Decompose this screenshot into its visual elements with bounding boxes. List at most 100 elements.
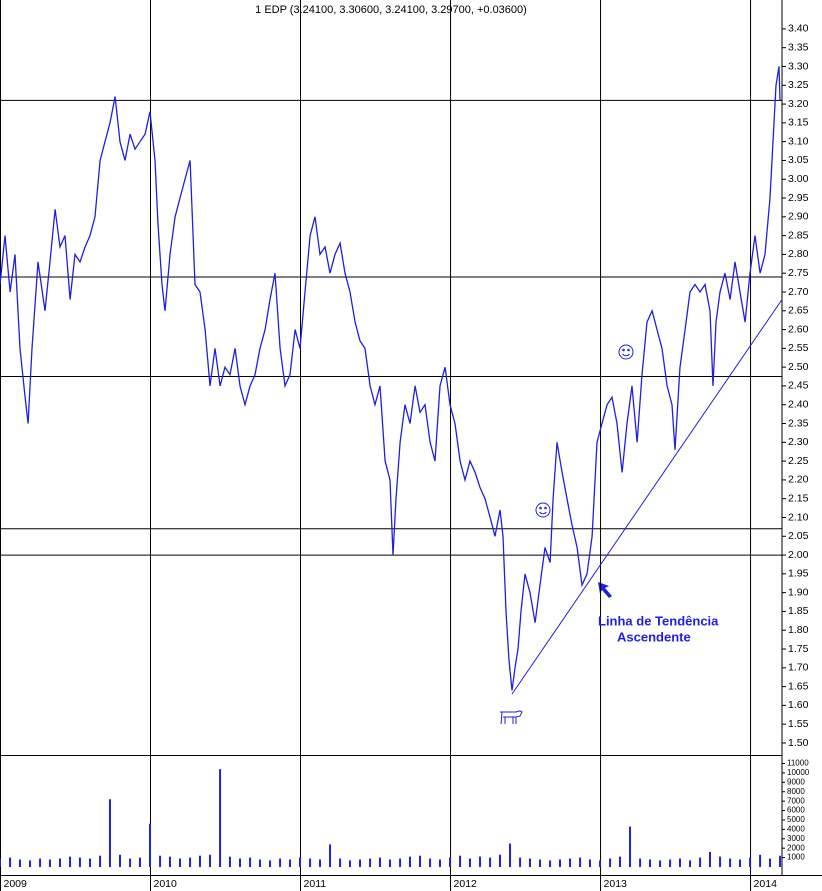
volume-bar bbox=[708, 851, 711, 867]
volume-bar bbox=[659, 860, 662, 867]
volume-bar bbox=[399, 858, 402, 867]
x-tick-label: 2013 bbox=[604, 878, 628, 890]
volume-bar bbox=[339, 858, 342, 867]
y-tick-label: 1.90 bbox=[788, 586, 809, 598]
y-tick-label: 10000 bbox=[787, 768, 810, 777]
volume-bar bbox=[348, 860, 351, 867]
volume-bar bbox=[359, 859, 362, 867]
arrow bbox=[598, 582, 612, 598]
y-tick-label: 2.20 bbox=[788, 474, 809, 486]
volume-bar bbox=[588, 859, 591, 867]
volume-bar bbox=[269, 860, 272, 867]
y-tick-label: 2.45 bbox=[788, 380, 809, 392]
volume-bar bbox=[618, 856, 621, 867]
volume-bar bbox=[749, 857, 752, 867]
volume-bar bbox=[108, 799, 111, 867]
y-tick-label: 1.65 bbox=[788, 680, 809, 692]
x-tick-label: 2012 bbox=[454, 878, 478, 890]
y-tick-label: 5000 bbox=[787, 815, 805, 824]
volume-bar bbox=[429, 858, 432, 867]
y-tick-label: 1.85 bbox=[788, 605, 809, 617]
y-tick-label: 2.70 bbox=[788, 286, 809, 298]
y-tick-label: 2.15 bbox=[788, 492, 809, 504]
volume-bar bbox=[768, 858, 771, 867]
volume-bar bbox=[99, 855, 102, 867]
y-tick-label: 7000 bbox=[787, 796, 805, 805]
y-tick-label: 1.75 bbox=[788, 643, 809, 655]
volume-bar bbox=[198, 855, 201, 867]
volume-bar bbox=[669, 859, 672, 867]
volume-bar bbox=[419, 855, 422, 867]
volume-bar bbox=[219, 769, 222, 867]
volume-bar bbox=[129, 858, 132, 867]
volume-bar bbox=[648, 859, 651, 867]
volume-bar bbox=[59, 858, 62, 867]
y-tick-label: 2.85 bbox=[788, 229, 809, 241]
y-tick-label: 2.10 bbox=[788, 511, 809, 523]
volume-bar bbox=[179, 858, 182, 867]
volume-bar bbox=[378, 857, 381, 867]
volume-bar bbox=[509, 843, 512, 867]
y-tick-label: 3.00 bbox=[788, 173, 809, 185]
y-tick-label: 1.50 bbox=[788, 737, 809, 749]
x-tick-label: 2011 bbox=[304, 878, 327, 890]
volume-bar bbox=[48, 859, 51, 867]
volume-bar bbox=[528, 858, 531, 867]
volume-bar bbox=[9, 857, 12, 867]
volume-bar bbox=[599, 860, 602, 867]
volume-bar bbox=[168, 856, 171, 867]
y-tick-label: 3.05 bbox=[788, 154, 809, 166]
y-tick-label: 9000 bbox=[787, 777, 805, 786]
price-line bbox=[0, 66, 781, 691]
volume-bar bbox=[369, 858, 372, 867]
bull-icon bbox=[500, 710, 523, 725]
y-tick-label: 3.15 bbox=[788, 117, 809, 129]
volume-bar bbox=[489, 857, 492, 867]
smiley bbox=[535, 502, 551, 518]
x-tick-label: 2009 bbox=[4, 878, 28, 890]
y-tick-label: 2.50 bbox=[788, 361, 809, 373]
y-tick-label: 3.20 bbox=[788, 98, 809, 110]
volume-bar bbox=[18, 859, 21, 867]
y-tick-label: 2.80 bbox=[788, 248, 809, 260]
trendline bbox=[511, 299, 783, 695]
y-tick-label: 2.25 bbox=[788, 455, 809, 467]
volume-bar bbox=[699, 857, 702, 867]
y-tick-label: 2.95 bbox=[788, 192, 809, 204]
volume-bar bbox=[569, 858, 572, 867]
volume-bar bbox=[119, 854, 122, 867]
volume-bar bbox=[228, 856, 231, 867]
y-tick-label: 2.55 bbox=[788, 342, 809, 354]
volume-bar bbox=[639, 858, 642, 867]
y-tick-label: 3000 bbox=[787, 834, 805, 843]
y-tick-label: 1.80 bbox=[788, 624, 809, 636]
y-tick-label: 2.75 bbox=[788, 267, 809, 279]
volume-bar bbox=[738, 859, 741, 867]
volume-bar bbox=[329, 844, 332, 867]
y-tick-label: 2000 bbox=[787, 843, 805, 852]
annotation: Linha de Tendência bbox=[598, 613, 719, 628]
smiley bbox=[618, 344, 634, 360]
y-tick-label: 1000 bbox=[787, 853, 805, 862]
volume-bar bbox=[89, 858, 92, 867]
y-tick-label: 1.60 bbox=[788, 699, 809, 711]
volume-bar bbox=[138, 857, 141, 867]
volume-bar bbox=[389, 859, 392, 867]
y-tick-label: 11000 bbox=[787, 759, 809, 768]
y-tick-label: 2.60 bbox=[788, 323, 809, 335]
y-tick-label: 2.90 bbox=[788, 211, 809, 223]
volume-bar bbox=[519, 857, 522, 867]
volume-bar bbox=[459, 855, 462, 867]
volume-bar bbox=[689, 860, 692, 867]
y-tick-label: 8000 bbox=[787, 787, 805, 796]
volume-bar bbox=[189, 857, 192, 867]
y-tick-label: 6000 bbox=[787, 806, 805, 815]
y-tick-label: 1.55 bbox=[788, 718, 809, 730]
volume-bar bbox=[498, 854, 501, 867]
chart-title: 1 EDP (3.24100, 3.30600, 3.24100, 3.2970… bbox=[255, 4, 527, 16]
volume-bar bbox=[299, 857, 302, 867]
volume-bar bbox=[719, 856, 722, 867]
